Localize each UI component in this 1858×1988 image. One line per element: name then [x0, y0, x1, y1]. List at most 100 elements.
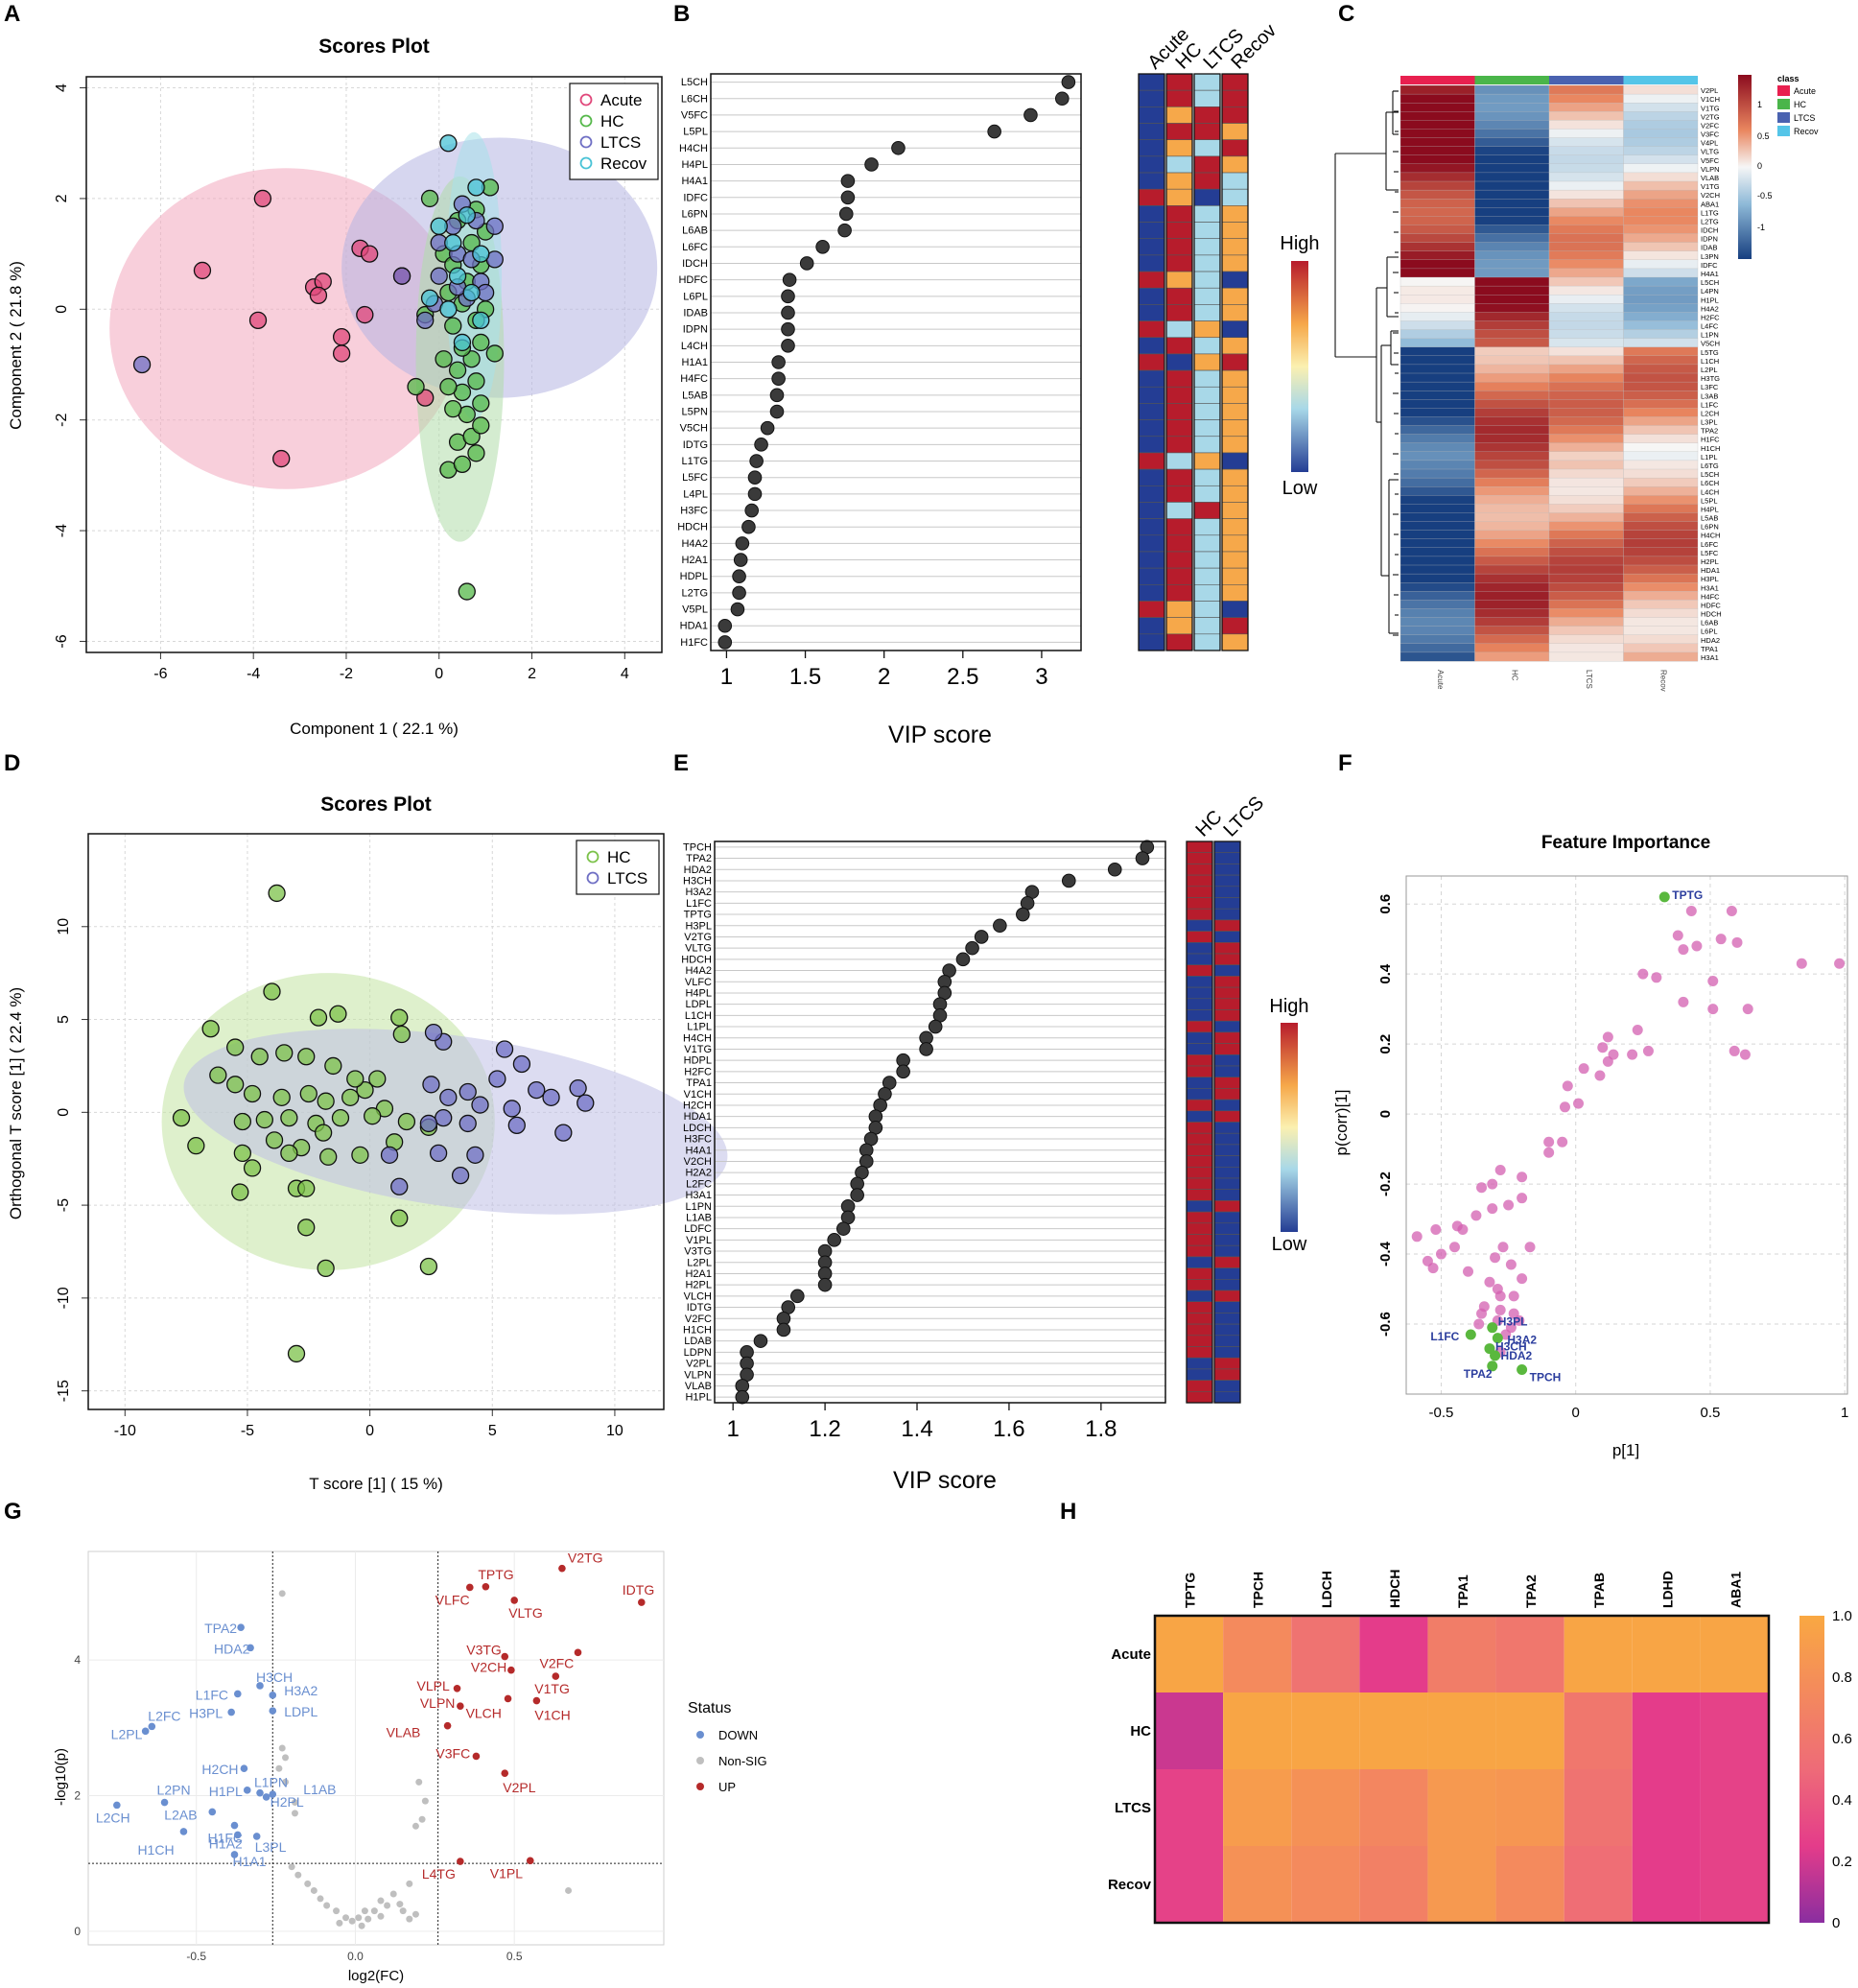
- heat-cell: [1193, 238, 1221, 256]
- category-label: L5AB: [682, 390, 708, 401]
- panel-letter-g: G: [4, 1499, 22, 1525]
- row-label: LTCS: [1115, 1800, 1151, 1816]
- up-label: L4TG: [422, 1866, 456, 1882]
- up-point: [532, 1696, 541, 1705]
- heat-cell: [1186, 1301, 1213, 1314]
- heat-cell: [1474, 216, 1550, 225]
- heat-cell: [1213, 1110, 1241, 1123]
- category-label: TPA2: [686, 853, 712, 864]
- heat-cell: [1474, 276, 1550, 287]
- row-label: ABA1: [1701, 200, 1719, 208]
- point-hc: [453, 455, 472, 473]
- column-label: TPA2: [1523, 1574, 1539, 1608]
- heat-cell: [1165, 584, 1193, 602]
- heat-cell: [1548, 573, 1624, 583]
- heat-cell: [1623, 146, 1699, 156]
- heat-cell: [1165, 254, 1193, 272]
- feature-point: [1715, 934, 1727, 945]
- feature-point: [1517, 1172, 1528, 1183]
- heat-cell: [1548, 600, 1624, 609]
- up-label: V1CH: [534, 1708, 570, 1723]
- column-label: TPA1: [1455, 1574, 1470, 1608]
- heat-cell: [1193, 89, 1221, 107]
- row-label: V2PL: [1701, 86, 1718, 95]
- heat-cell: [1548, 468, 1624, 479]
- nonsig-point: [333, 1907, 341, 1915]
- heat-cell: [1623, 434, 1699, 444]
- nonsig-point: [565, 1886, 573, 1894]
- heat-cell: [1223, 1616, 1292, 1692]
- feature-point: [1632, 1025, 1643, 1036]
- point-hc: [297, 1179, 316, 1197]
- heat-cell: [1623, 530, 1699, 540]
- category-label: VLTG: [685, 943, 712, 955]
- heat-cell: [1399, 129, 1475, 138]
- y-tick-label: -6: [54, 634, 70, 648]
- point-ltcs: [471, 1096, 489, 1114]
- heat-cell: [1623, 250, 1699, 261]
- vip-point: [1107, 862, 1122, 877]
- category-label: H2PL: [685, 1280, 712, 1291]
- heat-cell: [1221, 172, 1249, 190]
- heat-cell: [1213, 1391, 1241, 1404]
- heat-cell: [1221, 452, 1249, 470]
- point-hc: [272, 1088, 291, 1106]
- heat-cell: [1548, 399, 1624, 409]
- heat-cell: [1623, 564, 1699, 575]
- down-point: [237, 1623, 245, 1631]
- heat-cell: [1623, 399, 1699, 409]
- heat-cell: [1221, 106, 1249, 124]
- heat-cell: [1623, 259, 1699, 270]
- row-label: H3TG: [1701, 374, 1720, 383]
- heat-cell: [1213, 941, 1241, 955]
- category-label: LDAB: [684, 1336, 712, 1347]
- down-label: H1PL: [209, 1784, 243, 1799]
- panel-d-ylabel: Orthogonal T score [1] ( 22.4 %): [7, 987, 25, 1219]
- heat-cell: [1548, 408, 1624, 417]
- heat-cell: [1623, 477, 1699, 487]
- heat-cell: [1548, 276, 1624, 287]
- down-label: H3PL: [189, 1706, 223, 1721]
- feature-point: [1448, 1242, 1460, 1253]
- point-hc: [231, 1183, 249, 1201]
- heat-cell: [1548, 259, 1624, 270]
- heat-cell: [1548, 303, 1624, 313]
- down-label: H1CH: [137, 1842, 174, 1858]
- nonsig-point: [399, 1907, 407, 1915]
- heat-cell: [1213, 1335, 1241, 1347]
- nonsig-point: [282, 1754, 290, 1762]
- heat-cell: [1138, 73, 1165, 91]
- heat-cell: [1399, 408, 1475, 417]
- heat-cell: [1186, 986, 1213, 1000]
- y-tick-label: -0.4: [1377, 1241, 1394, 1266]
- panel-d-xlabel: T score [1] ( 15 %): [309, 1475, 443, 1493]
- heat-cell: [1623, 651, 1699, 662]
- heat-cell: [1213, 1267, 1241, 1280]
- heat-cell: [1138, 139, 1165, 157]
- heat-cell: [1427, 1769, 1496, 1846]
- feature-label: H3A2: [1507, 1334, 1537, 1347]
- heat-cell: [1359, 1692, 1428, 1769]
- vip-point: [732, 585, 746, 601]
- scale-tick-label: 0.8: [1832, 1669, 1852, 1686]
- category-label: H1FC: [680, 637, 708, 649]
- down-point: [208, 1808, 217, 1816]
- scale-tick-label: 1.0: [1832, 1608, 1852, 1624]
- x-tick-label: 1: [720, 664, 733, 690]
- category-label: HDPL: [680, 571, 708, 582]
- color-scale-bar: [1291, 261, 1308, 472]
- heat-cell: [1193, 353, 1221, 371]
- vip-point: [850, 1188, 864, 1202]
- heat-cell: [1474, 320, 1550, 330]
- heat-cell: [1623, 617, 1699, 627]
- category-label: H4A1: [685, 1145, 712, 1156]
- feature-point: [1834, 958, 1846, 969]
- down-point: [247, 1644, 254, 1652]
- x-tick-label: -5: [241, 1423, 254, 1439]
- heat-cell: [1474, 346, 1550, 357]
- feature-point: [1543, 1147, 1555, 1158]
- heat-cell: [1623, 295, 1699, 304]
- heat-cell: [1474, 495, 1550, 505]
- down-point: [240, 1764, 248, 1773]
- heat-cell: [1548, 189, 1624, 200]
